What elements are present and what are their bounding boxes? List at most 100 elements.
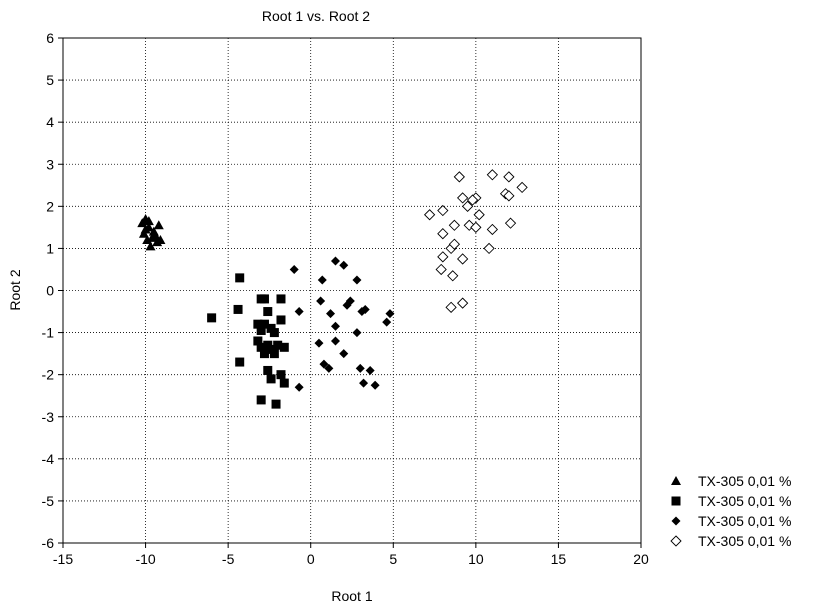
data-point-series-3 [330,321,340,331]
legend-marker-series-3 [671,516,681,526]
legend-marker-series-1 [671,476,681,485]
data-point-series-4 [457,297,469,309]
y-tick-label: 1 [46,240,54,256]
legend-marker-series-4 [670,535,682,547]
data-point-series-2 [276,294,286,304]
data-point-series-2 [273,340,283,350]
data-point-series-4 [486,169,499,181]
y-tick-label: 2 [46,198,54,214]
data-point-series-4 [457,253,469,265]
data-point-series-3 [360,304,370,314]
data-point-series-4 [470,221,482,234]
data-point-series-4 [435,263,447,276]
data-point-series-1 [153,220,164,230]
legend: TX-305 0,01 % TX-305 0,01 % TX-305 0,01 % T… [670,473,791,549]
data-point-series-4 [437,251,449,263]
data-point-series-3 [314,338,324,348]
data-point-series-4 [445,301,457,313]
x-tick-label: 20 [633,551,649,567]
y-tick-label: -6 [42,535,55,551]
data-point-series-2 [279,342,289,352]
axis-ticks [58,37,642,548]
y-tick-label: 5 [46,72,54,88]
data-point-series-4 [447,270,459,282]
legend-label-series-2: TX-305 0,01 % [698,493,791,509]
data-point-series-3 [385,309,395,319]
data-point-series-2 [263,307,273,317]
data-point-series-2 [269,328,279,338]
data-point-series-4 [448,219,461,231]
data-point-series-2 [235,273,245,283]
data-point-series-4 [457,192,469,204]
y-tick-label: -2 [42,367,55,383]
x-tick-label: 5 [389,551,397,567]
data-points [137,169,528,409]
x-tick-label: 0 [307,551,315,567]
data-point-series-2 [256,325,266,335]
y-tick-label: 6 [46,30,54,46]
data-point-series-2 [259,349,269,359]
data-point-series-2 [256,395,266,405]
data-point-series-3 [345,296,355,306]
data-point-series-2 [256,342,266,352]
data-point-series-4 [448,238,461,250]
y-tick-label: 3 [46,156,54,172]
x-tick-label: -10 [135,551,155,567]
legend-label-series-3: TX-305 0,01 % [698,513,791,529]
data-point-series-3 [289,264,299,274]
data-point-series-4 [483,242,495,255]
y-axis-tick-labels: -6 -5 -4 -3 -2 -1 0 1 2 3 4 5 6 [42,30,55,551]
data-point-series-1 [150,230,161,240]
data-point-series-4 [504,217,517,229]
data-point-series-3 [352,275,362,285]
x-tick-label: -5 [222,551,235,567]
x-tick-label: 15 [551,551,567,567]
y-tick-label: -3 [42,409,55,425]
y-tick-label: -1 [42,325,55,341]
data-point-series-2 [263,365,273,375]
data-point-series-1 [155,235,166,244]
data-point-series-4 [461,200,474,212]
x-tick-label: -15 [53,551,73,567]
data-point-series-4 [453,171,465,183]
grid-lines [63,38,641,543]
y-tick-label: -4 [42,451,55,467]
data-point-series-4 [423,209,436,221]
data-point-series-3 [330,256,340,266]
data-point-series-3 [294,382,304,392]
data-point-series-4 [437,228,449,240]
data-point-series-3 [339,349,349,359]
data-point-series-3 [324,363,334,373]
data-point-series-1 [140,224,151,234]
data-point-series-3 [370,380,380,390]
legend-marker-series-2 [671,496,681,506]
data-point-series-2 [276,315,286,325]
data-point-series-2 [207,313,217,323]
data-point-series-2 [271,399,281,409]
x-tick-label: 10 [468,551,484,567]
data-point-series-3 [326,309,336,319]
data-point-series-3 [365,365,375,375]
data-point-series-4 [503,190,515,202]
data-point-series-2 [235,357,245,367]
legend-label-series-1: TX-305 0,01 % [698,473,791,489]
data-point-series-3 [294,307,304,317]
y-tick-label: -5 [42,493,55,509]
data-point-series-1 [143,216,154,226]
y-axis-label: Root 2 [7,269,23,310]
chart-title: Root 1 vs. Root 2 [262,8,370,24]
legend-label-series-4: TX-305 0,01 % [698,533,791,549]
data-point-series-2 [253,336,263,346]
x-axis-label: Root 1 [331,588,372,604]
data-point-series-3 [316,296,326,306]
data-point-series-3 [352,328,362,338]
data-point-series-3 [319,359,329,369]
data-point-series-2 [253,319,263,329]
data-point-series-2 [259,294,269,304]
data-point-series-4 [473,209,485,221]
data-point-series-3 [355,363,365,373]
data-point-series-3 [382,317,392,327]
data-point-series-2 [279,378,289,388]
data-point-series-4 [516,181,528,194]
